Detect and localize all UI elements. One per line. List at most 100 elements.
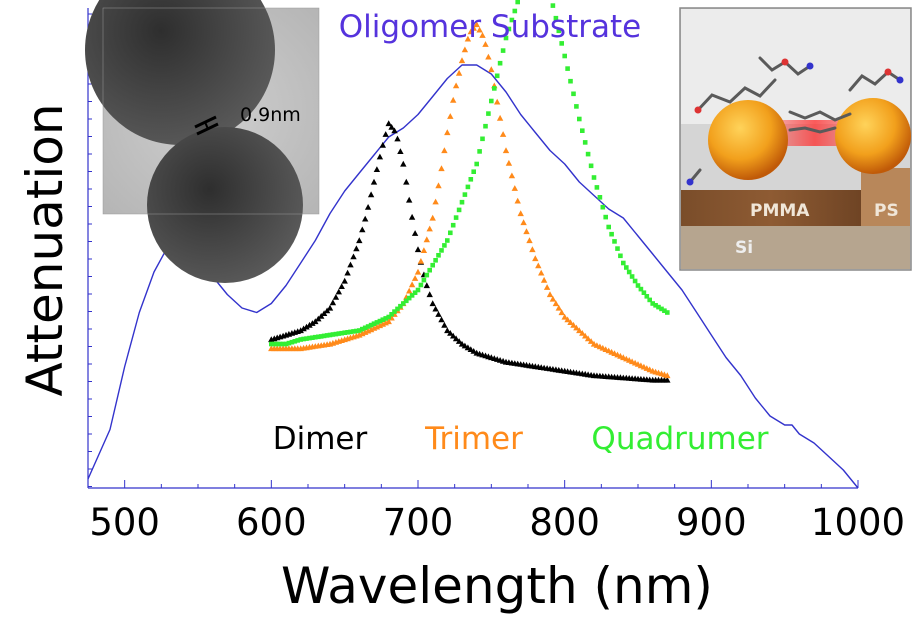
dimer-point [376,153,384,160]
trimer-point [432,198,439,205]
quadrumer-point [336,331,342,336]
gap-label: 0.9nm [240,104,301,126]
quadrumer-point [439,248,444,253]
trimer-point [496,114,504,121]
quadrumer-point [624,265,629,270]
series-oligomer-substrate [87,64,859,489]
trimer-point [523,228,530,235]
quadrumer-point [609,231,614,237]
trimer-point [499,131,507,137]
quadrumer-point [442,243,447,248]
trimer-point [426,225,433,232]
dimer-point [364,204,372,210]
quadrumer-point [289,339,295,345]
dimer-point [353,245,360,252]
dimer-point [450,332,457,339]
trimer-point [467,28,474,35]
series-layer [87,0,859,489]
trimer-point [461,46,469,53]
quadrumer-point [653,303,658,308]
trimer-point [485,53,492,60]
quadrumer-point [292,339,298,344]
trimer-point [417,258,425,264]
dimer-point [297,327,304,334]
quadrumer-point [580,128,585,133]
legend-trimer: Trimer [424,421,523,457]
quadrumer-point [421,277,427,283]
si-layer [681,226,910,269]
gold-particle-right [835,98,911,174]
trimer-point [438,165,445,172]
quadrumer-point [559,41,564,46]
quadrumer-point [313,334,318,340]
dimer-point [441,321,448,328]
quadrumer-point [301,336,306,342]
quadrumer-point [436,253,441,258]
quadrumer-point [295,338,300,343]
quadrumer-point [401,301,406,306]
trimer-point [494,98,501,105]
quadrumer-point [318,334,324,339]
quadrumer-point [509,17,515,23]
y-axis-label: Attenuation [16,103,74,396]
trimer-point [470,24,477,31]
trimer-point [564,316,571,323]
schematic-inset: PMMA PS Si [679,7,912,271]
trimer-point [444,129,451,136]
quadrumer-point [480,136,485,142]
quadrumer-point [362,325,368,331]
dimer-point [329,299,337,306]
trimer-point [532,255,539,262]
quadrumer-point [471,169,476,174]
quadrumer-point [565,66,570,71]
trimer-point [555,304,562,311]
dimer-point [414,246,422,253]
quadrumer-point [606,224,611,230]
dimer-point [423,282,430,289]
dimer-point [362,215,369,222]
quadrumer-point [316,334,321,340]
trimer-point [482,41,489,47]
quadrumer-point [450,222,456,228]
quadrumer-point [494,73,500,79]
quadrumer-point [612,239,617,244]
dimer-point [406,196,413,203]
quadrumer-point [550,3,556,8]
trimer-point [535,262,542,269]
dimer-point [350,253,357,260]
trimer-point [584,335,592,342]
trimer-point [429,214,436,221]
trimer-point [406,287,413,294]
trimer-point [511,185,518,191]
quadrumer-point [626,269,632,275]
quadrumer-point [286,340,292,346]
quadrumer-point [483,123,488,129]
x-axis-label: Wavelength (nm) [281,557,713,615]
trimer-point [473,21,480,28]
quadrumer-point [392,309,397,314]
quadrumer-point [371,321,377,326]
quadrumer-point [333,331,339,337]
dimer-point [403,178,410,185]
trimer-point [579,330,586,336]
dimer-point [341,277,348,284]
quadrumer-point [383,316,388,321]
quadrumer-point [330,332,336,337]
quadrumer-point [351,329,356,334]
trimer-point [664,372,671,379]
quadrumer-point [574,104,579,109]
quadrumer-point [274,341,280,347]
quadrumer-point [374,320,380,325]
trimer-point [450,96,457,103]
quadrumer-point [412,290,418,295]
quadrumer-point [310,335,315,340]
dimer-point [373,166,381,172]
trimer-point [540,276,548,283]
quadrumer-point [327,332,333,338]
quadrumer-point [489,98,494,104]
quadrumer-point [594,185,600,190]
quadrumer-point [339,330,344,336]
quadrumer-point [588,163,594,169]
